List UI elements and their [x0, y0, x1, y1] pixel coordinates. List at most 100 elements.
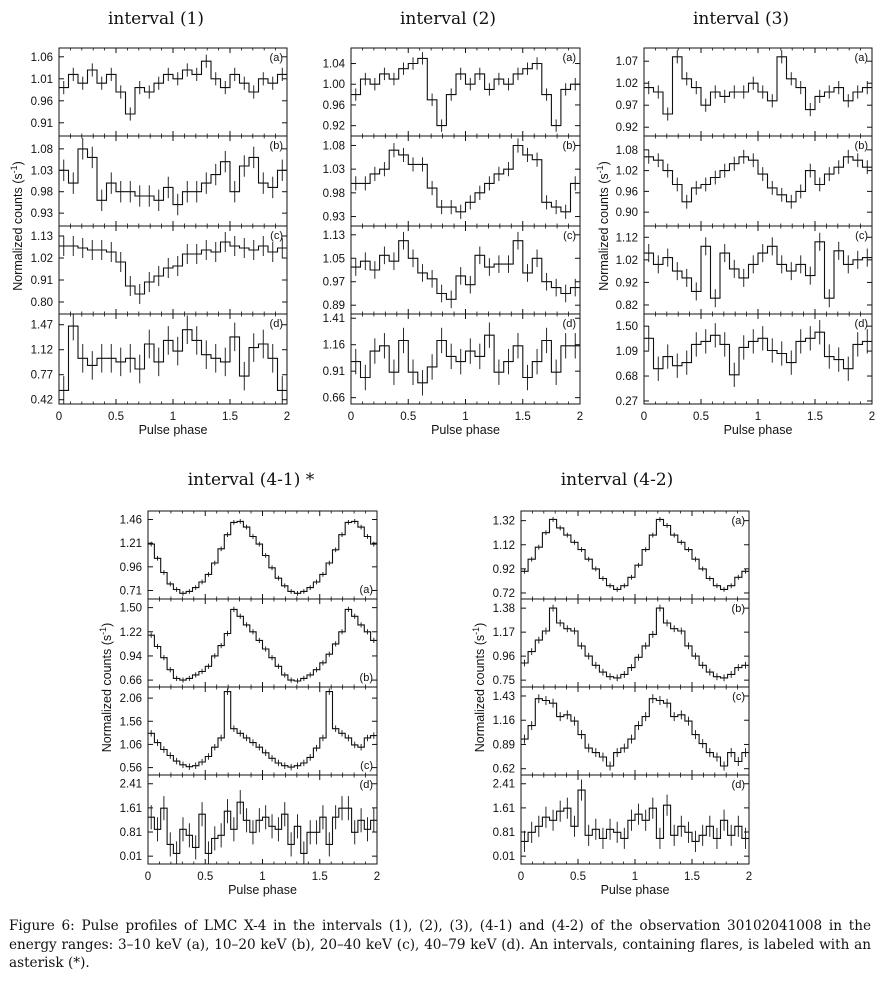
- x-tick-label: 0.5: [693, 411, 709, 423]
- y-tick-label: 0.42: [31, 395, 53, 407]
- chart-3: interval (3) 0.92 0.97 1.02 1.07 (a) 0.90 0.96 1…: [595, 9, 875, 437]
- y-tick-label: 1.13: [323, 230, 345, 242]
- profile-step-line: [521, 518, 749, 590]
- y-tick-label: 0.92: [616, 277, 638, 289]
- y-tick-label: 1.07: [616, 56, 638, 68]
- y-tick-label: 2.06: [120, 693, 142, 705]
- panel-c: 0.82 0.92 1.02 1.12 (c): [616, 225, 873, 315]
- y-tick-label: 0.92: [493, 564, 515, 576]
- y-tick-label: 1.06: [120, 739, 142, 751]
- y-tick-label: 1.06: [31, 52, 53, 64]
- panel-c: 0.56 1.06 1.56 2.06 (c): [120, 686, 378, 776]
- y-tick-label: 0.62: [493, 764, 515, 776]
- profile-step-line: [59, 241, 287, 295]
- panel-d: 0.66 0.91 1.16 1.41 (d): [323, 313, 581, 405]
- panel-b: 0.75 0.96 1.17 1.38 (b): [493, 598, 750, 688]
- y-tick-label: 1.47: [31, 320, 53, 332]
- y-tick-label: 0.91: [31, 275, 53, 287]
- y-tick-label: 0.98: [323, 188, 345, 200]
- y-tick-label: 1.08: [31, 144, 53, 156]
- panel-label: (b): [360, 672, 373, 684]
- panel-frame: [147, 686, 378, 776]
- panel-label: (b): [855, 140, 868, 152]
- profile-step-line: [59, 148, 287, 206]
- x-tick-label: 0.5: [570, 871, 586, 883]
- y-tick-label: 0.75: [493, 675, 515, 687]
- panel-frame: [643, 225, 873, 315]
- y-tick-label: 1.02: [616, 78, 638, 90]
- panel-label: (a): [360, 584, 373, 596]
- chart-title: interval (4-1) *: [188, 470, 315, 490]
- y-tick-label: 0.90: [616, 207, 638, 219]
- y-tick-label: 1.61: [493, 803, 515, 815]
- y-tick-label: 0.96: [31, 96, 53, 108]
- y-tick-label: 0.81: [120, 827, 142, 839]
- panel-label: (c): [732, 691, 745, 703]
- y-tick-label: 1.02: [31, 253, 53, 265]
- x-tick-label: 1: [259, 871, 265, 883]
- panel-label: (d): [563, 318, 576, 330]
- x-tick-label: 2: [869, 411, 875, 423]
- y-tick-label: 1.41: [323, 313, 345, 325]
- y-tick-label: 0.96: [120, 562, 142, 574]
- profile-step-line: [644, 156, 872, 203]
- panel-label: (c): [855, 230, 868, 242]
- y-tick-label: 1.17: [493, 627, 515, 639]
- chart-title: interval (1): [108, 9, 204, 29]
- y-tick-label: 0.80: [31, 297, 53, 309]
- y-tick-label: 1.03: [323, 164, 345, 176]
- y-tick-label: 1.38: [493, 603, 515, 615]
- y-tick-label: 0.27: [616, 396, 638, 408]
- panel-b: 0.66 0.94 1.22 1.50 (b): [120, 598, 378, 688]
- y-tick-label: 0.93: [31, 208, 53, 220]
- y-tick-label: 0.89: [323, 300, 345, 312]
- y-tick-label: 0.92: [323, 121, 345, 133]
- figure-caption: Figure 6: Pulse profiles of LMC X-4 in t…: [9, 918, 871, 971]
- chart-4: interval (4-1) *0.710.961.211.46(a)0.660…: [98, 470, 380, 897]
- profile-step-line: [148, 801, 377, 854]
- profile-step-line: [148, 520, 377, 594]
- y-tick-label: 0.01: [493, 851, 515, 863]
- panel-d: 0.27 0.68 1.09 1.50 (d): [616, 313, 873, 408]
- panel-label: (b): [732, 603, 745, 615]
- y-tick-label: 0.91: [31, 118, 53, 130]
- y-tick-label: 0.91: [323, 366, 345, 378]
- profile-step-line: [351, 144, 580, 213]
- y-tick-label: 1.21: [120, 538, 142, 550]
- panel-a: 0.71 0.96 1.21 1.46 (a): [120, 510, 378, 600]
- panel-a: 0.91 0.96 1.01 1.06 (a): [31, 47, 288, 137]
- x-tick-label: 1: [170, 411, 176, 423]
- y-tick-label: 0.98: [31, 187, 53, 199]
- y-tick-label: 0.81: [493, 827, 515, 839]
- y-axis-title: Normalized counts (s-1): [98, 623, 114, 753]
- y-tick-label: 1.02: [616, 166, 638, 178]
- y-tick-label: 1.09: [616, 346, 638, 358]
- panel-d: 0.01 0.81 1.61 2.41 (d): [493, 774, 750, 865]
- panel-frame: [350, 47, 581, 137]
- x-tick-label: 0: [145, 871, 151, 883]
- y-tick-label: 0.93: [323, 212, 345, 224]
- x-tick-label: 1.5: [807, 411, 823, 423]
- panel-label: (c): [360, 760, 373, 772]
- figure-svg: interval (1) 0.91 0.96 1.01 1.06 (a) 0.93 0.98 1…: [9, 9, 875, 897]
- y-tick-label: 0.89: [493, 739, 515, 751]
- panel-label: (c): [563, 230, 576, 242]
- y-tick-label: 1.61: [120, 803, 142, 815]
- panel-frame: [643, 135, 873, 227]
- y-tick-label: 1.05: [323, 253, 345, 265]
- x-tick-label: 2: [577, 411, 583, 423]
- y-tick-label: 1.13: [31, 231, 53, 243]
- y-tick-label: 1.08: [616, 145, 638, 157]
- y-tick-label: 0.66: [323, 393, 345, 405]
- y-tick-label: 1.50: [616, 321, 638, 333]
- y-tick-label: 1.56: [120, 716, 142, 728]
- y-tick-label: 1.50: [120, 603, 142, 615]
- y-tick-label: 0.96: [323, 100, 345, 112]
- x-tick-label: 1: [755, 411, 761, 423]
- profile-step-line: [644, 241, 872, 299]
- x-tick-label: 1.5: [515, 411, 531, 423]
- panel-label: (d): [270, 318, 283, 330]
- panel-label: (d): [732, 779, 745, 791]
- panel-b: 0.90 0.96 1.02 1.08 (b): [616, 135, 873, 227]
- y-tick-label: 0.96: [493, 651, 515, 663]
